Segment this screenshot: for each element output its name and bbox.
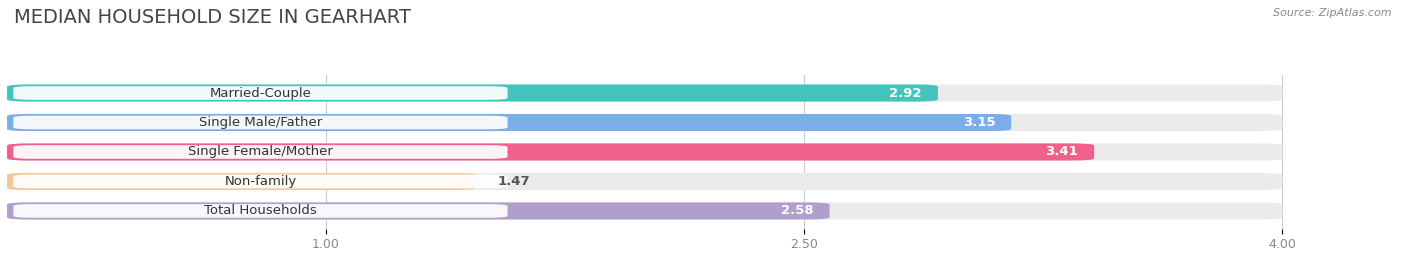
FancyBboxPatch shape	[7, 202, 1282, 220]
Text: Source: ZipAtlas.com: Source: ZipAtlas.com	[1274, 8, 1392, 18]
FancyBboxPatch shape	[14, 145, 508, 159]
Text: 3.41: 3.41	[1046, 146, 1078, 158]
Text: Total Households: Total Households	[204, 204, 316, 217]
FancyBboxPatch shape	[14, 204, 508, 218]
FancyBboxPatch shape	[14, 86, 508, 100]
FancyBboxPatch shape	[7, 143, 1282, 161]
FancyBboxPatch shape	[14, 175, 508, 188]
FancyBboxPatch shape	[7, 173, 1282, 190]
FancyBboxPatch shape	[14, 116, 508, 129]
FancyBboxPatch shape	[7, 84, 1282, 102]
FancyBboxPatch shape	[7, 173, 475, 190]
Text: Married-Couple: Married-Couple	[209, 87, 311, 100]
Text: Single Female/Mother: Single Female/Mother	[188, 146, 333, 158]
Text: 3.15: 3.15	[963, 116, 995, 129]
Text: Non-family: Non-family	[225, 175, 297, 188]
FancyBboxPatch shape	[7, 114, 1011, 131]
Text: Single Male/Father: Single Male/Father	[198, 116, 322, 129]
Text: MEDIAN HOUSEHOLD SIZE IN GEARHART: MEDIAN HOUSEHOLD SIZE IN GEARHART	[14, 8, 411, 27]
FancyBboxPatch shape	[7, 202, 830, 220]
FancyBboxPatch shape	[7, 84, 938, 102]
Text: 1.47: 1.47	[498, 175, 530, 188]
FancyBboxPatch shape	[7, 114, 1282, 131]
FancyBboxPatch shape	[7, 143, 1094, 161]
Text: 2.58: 2.58	[780, 204, 814, 217]
Text: 2.92: 2.92	[890, 87, 922, 100]
